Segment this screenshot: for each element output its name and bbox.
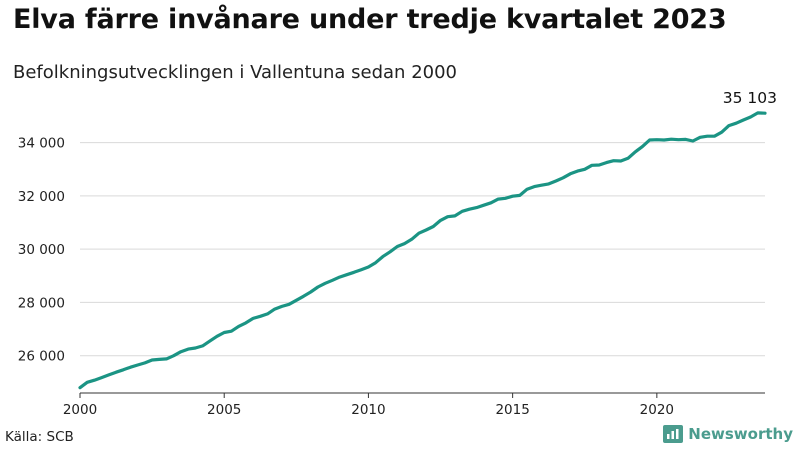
gridlines (80, 142, 765, 357)
y-tick-label: 30 000 (18, 242, 65, 258)
bar-chart-icon (663, 425, 684, 443)
x-tick-label: 2000 (63, 402, 97, 418)
source-label: Källa: SCB (5, 429, 74, 445)
y-tick-label: 28 000 (18, 295, 65, 311)
end-value-label: 35 103 (723, 89, 777, 107)
chart-title: Elva färre invånare under tredje kvartal… (13, 4, 727, 35)
brand-name: Newsworthy (688, 425, 793, 443)
x-axis-ticks (79, 393, 658, 398)
x-tick-label: 2015 (495, 402, 529, 418)
y-axis-tick-labels: 26 000 28 000 30 000 32 000 34 000 (18, 136, 65, 365)
x-tick-label: 2005 (207, 402, 241, 418)
y-tick-label: 26 000 (18, 349, 65, 365)
newsworthy-logo: Newsworthy (663, 425, 793, 443)
x-tick-label: 2010 (351, 402, 385, 418)
y-tick-label: 34 000 (18, 136, 65, 152)
x-tick-label: 2020 (640, 402, 674, 418)
x-axis-tick-labels: 2000 2005 2010 2015 2020 (63, 402, 674, 418)
chart-subtitle: Befolkningsutvecklingen i Vallentuna sed… (13, 62, 457, 83)
y-tick-label: 32 000 (18, 189, 65, 205)
population-series-line (78, 111, 767, 390)
